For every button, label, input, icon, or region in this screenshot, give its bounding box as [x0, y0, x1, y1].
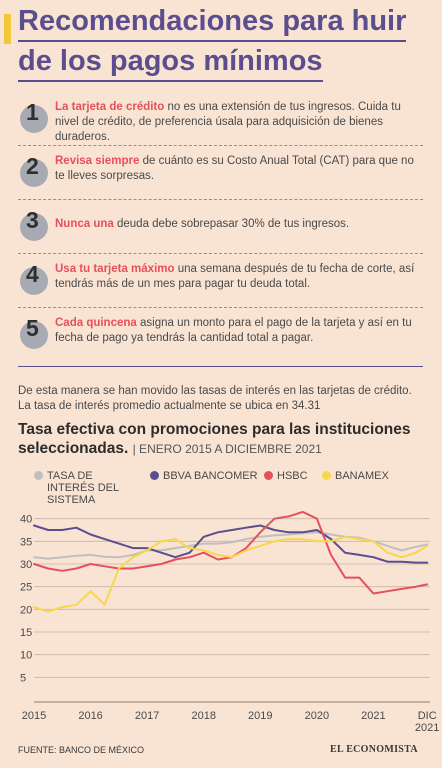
source-note: FUENTE: BANCO DE MÉXICO	[18, 745, 145, 755]
recommendation-body: una semana después de tu fecha de corte,…	[55, 263, 415, 290]
recommendation-number: 5	[26, 315, 39, 341]
number-badge	[20, 159, 48, 187]
recommendation-body: asigna un monto para el pago de la tarje…	[55, 317, 412, 344]
x-tick-label: DIC	[418, 710, 437, 722]
x-tick-label: 2021	[415, 722, 439, 734]
recommendation-highlight: Usa tu tarjeta máximo	[55, 263, 175, 275]
y-tick-label: 10	[20, 650, 32, 662]
recommendation-number: 2	[26, 153, 39, 179]
legend-swatch	[322, 471, 331, 480]
series-line-3	[33, 535, 429, 613]
x-tick-label: 2019	[248, 710, 272, 722]
recommendation-text: La tarjeta de crédito no es una extensió…	[55, 100, 421, 145]
recommendations-list: 1 La tarjeta de crédito no es una extens…	[18, 92, 423, 362]
chart-title: Tasa efectiva con promociones para las i…	[18, 420, 428, 459]
legend-label: BBVA BANCOMER	[163, 470, 258, 482]
title-accent-bar	[4, 14, 11, 44]
legend-swatch	[34, 471, 43, 480]
number-badge	[20, 213, 48, 241]
y-tick-label: 20	[20, 604, 32, 616]
recommendation-item: 3 Nunca una deuda debe sobrepasar 30% de…	[18, 200, 423, 254]
number-badge	[20, 105, 48, 133]
recommendation-item: 2 Revisa siempre de cuánto es su Costo A…	[18, 146, 423, 200]
recommendation-text: Usa tu tarjeta máximo una semana después…	[55, 262, 421, 292]
x-tick-label: 2021	[361, 710, 385, 722]
legend-label: HSBC	[277, 470, 308, 482]
recommendation-highlight: La tarjeta de crédito	[55, 101, 165, 113]
y-tick-label: 35	[20, 536, 32, 548]
recommendation-body: deuda debe sobrepasar 30% de tus ingreso…	[113, 218, 350, 230]
x-tick-label: 2016	[78, 710, 102, 722]
recommendation-item: 5 Cada quincena asigna un monto para el …	[18, 308, 423, 362]
recommendation-text: Cada quincena asigna un monto para el pa…	[55, 316, 421, 346]
y-tick-label: 5	[20, 672, 26, 684]
recommendation-number: 4	[26, 261, 39, 287]
recommendation-highlight: Nunca una	[55, 218, 114, 230]
recommendation-body: de cuánto es su Costo Anual Total (CAT) …	[55, 155, 414, 182]
x-tick-label: 2020	[305, 710, 329, 722]
chart-subtitle: | ENERO 2015 A DICIEMBRE 2021	[132, 442, 322, 456]
legend-label: BANAMEX	[335, 470, 389, 482]
series-line-2	[33, 510, 429, 595]
recommendation-item: 1 La tarjeta de crédito no es una extens…	[18, 92, 423, 146]
y-tick-label: 15	[20, 627, 32, 639]
recommendation-text: Revisa siempre de cuánto es su Costo Anu…	[55, 154, 421, 184]
y-tick-label: 25	[20, 582, 32, 594]
brand-logo: EL ECONOMISTA	[330, 744, 418, 755]
recommendation-number: 1	[26, 99, 39, 125]
number-badge	[20, 267, 48, 295]
legend-swatch	[264, 471, 273, 480]
y-tick-label: 40	[20, 514, 32, 526]
recommendation-highlight: Cada quincena	[55, 317, 137, 329]
section-divider	[18, 366, 423, 367]
number-badge	[20, 321, 48, 349]
page-title: Recomendaciones para huir de los pagos m…	[18, 4, 418, 84]
recommendation-body: no es una extensión de tus ingresos. Cui…	[55, 101, 401, 143]
series-line-1	[33, 524, 429, 564]
y-tick-label: 30	[20, 559, 32, 571]
recommendation-highlight: Revisa siempre	[55, 155, 140, 167]
recommendation-text: Nunca una deuda debe sobrepasar 30% de t…	[55, 217, 421, 232]
legend-swatch	[150, 471, 159, 480]
chart-title-text: Tasa efectiva con promociones para las i…	[18, 421, 411, 457]
x-tick-label: 2017	[135, 710, 159, 722]
recommendation-item: 4 Usa tu tarjeta máximo una semana despu…	[18, 254, 423, 308]
legend-label: TASA DE INTERÉS DEL SISTEMA	[47, 470, 119, 506]
x-tick-label: 2018	[191, 710, 215, 722]
intro-text: De esta manera se han movido las tasas d…	[18, 385, 412, 412]
x-tick-label: 2015	[22, 710, 46, 722]
page-title-line-1: Recomendaciones para huir	[18, 4, 407, 42]
page-title-line-2: de los pagos mínimos	[18, 44, 323, 82]
recommendation-number: 3	[26, 207, 39, 233]
